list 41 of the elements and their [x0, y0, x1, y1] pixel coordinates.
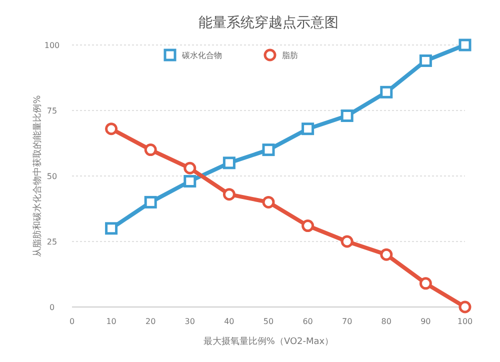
x-tick-label: 30	[184, 317, 195, 326]
point	[340, 109, 354, 122]
legend-label: 碳水化合物	[181, 51, 222, 60]
y-tick-label: 50	[46, 172, 58, 181]
y-tick-label: 25	[46, 238, 58, 246]
x-tick-label: 60	[302, 317, 313, 326]
point	[144, 196, 157, 208]
x-tick-label: 0	[69, 317, 75, 326]
y-tick-label: 0	[49, 303, 55, 312]
point	[302, 122, 314, 136]
legend-label: 脂肪	[282, 51, 298, 60]
point	[144, 144, 157, 156]
y-tick-label: 75	[46, 106, 58, 116]
chart-title: 能量系统穿越点示意图	[198, 15, 338, 31]
point	[105, 122, 118, 136]
point	[262, 196, 275, 208]
point	[419, 54, 432, 67]
x-tick-label: 100	[457, 317, 473, 326]
point	[302, 220, 314, 232]
point	[458, 38, 472, 52]
x-tick-label: 40	[224, 317, 234, 326]
point	[458, 300, 472, 314]
x-tick-label: 10	[106, 317, 116, 326]
point	[419, 277, 432, 290]
x-tick-label: 80	[381, 317, 392, 326]
point	[184, 174, 196, 188]
point	[262, 144, 275, 156]
point	[222, 156, 236, 170]
point	[340, 235, 354, 248]
point	[184, 162, 196, 174]
point	[222, 188, 236, 201]
x-tick-label: 90	[420, 317, 431, 326]
x-tick-label: 50	[263, 317, 274, 326]
y-axis-title: 从脂肪和碳水化合物中获取的能量比例%	[32, 94, 43, 257]
point	[380, 248, 393, 261]
x-axis-title: 最大摄氧量比例%（VO2-Max）	[203, 336, 334, 347]
x-tick-label: 70	[342, 317, 352, 326]
y-tick-label: 100	[44, 41, 60, 50]
x-tick-label: 20	[146, 317, 156, 326]
point	[380, 86, 393, 98]
point	[105, 222, 118, 235]
